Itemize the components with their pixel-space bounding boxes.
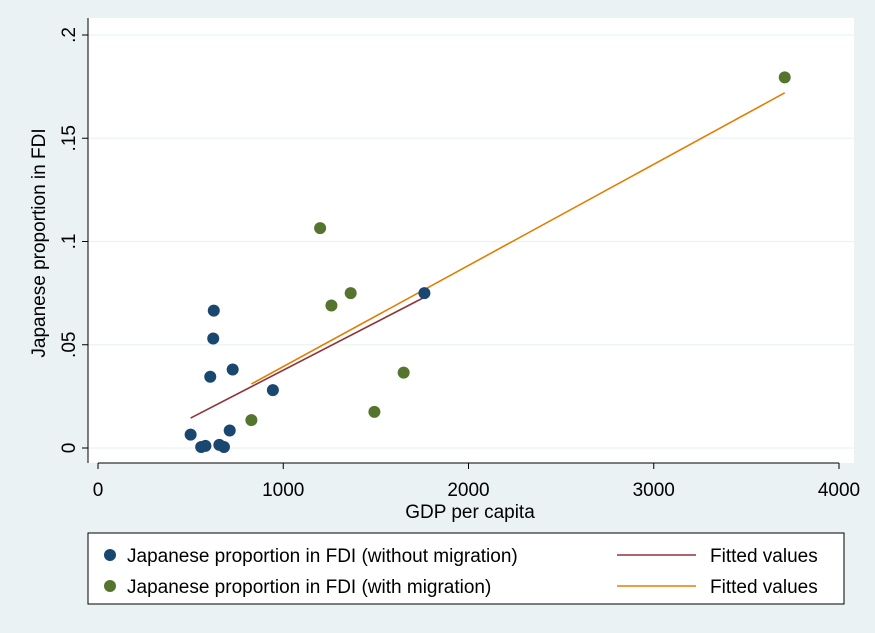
y-tick-label: .2 xyxy=(59,27,80,43)
point-without-migration xyxy=(223,424,236,437)
x-axis-title: GDP per capita xyxy=(405,502,535,523)
fitted-line xyxy=(190,296,425,419)
fitted-line xyxy=(251,92,786,385)
point-without-migration xyxy=(266,384,279,397)
point-with-migration xyxy=(314,222,327,235)
point-with-migration xyxy=(344,287,357,300)
y-tick-label: .05 xyxy=(59,332,80,358)
x-tick-label: 2000 xyxy=(447,480,489,501)
legend-label: Fitted values xyxy=(710,577,818,598)
point-with-migration xyxy=(778,71,791,84)
x-tick-label: 4000 xyxy=(818,480,860,501)
x-tick-label: 1000 xyxy=(262,480,304,501)
fitted-lines xyxy=(190,92,786,419)
x-tick-label: 3000 xyxy=(633,480,675,501)
legend-label: Japanese proportion in FDI (with migrati… xyxy=(127,577,491,598)
point-with-migration xyxy=(397,366,410,379)
legend-label: Fitted values xyxy=(710,546,818,567)
legend-marker xyxy=(104,580,116,592)
legend: Japanese proportion in FDI (without migr… xyxy=(87,532,845,605)
x-tick-label: 0 xyxy=(93,480,104,501)
data-points xyxy=(184,71,791,453)
point-without-migration xyxy=(217,440,230,453)
plot-area xyxy=(88,18,854,463)
y-tick-label: .15 xyxy=(59,125,80,151)
y-tick-label: .1 xyxy=(59,234,80,250)
gridlines xyxy=(88,34,854,449)
legend-box xyxy=(87,532,845,605)
y-tick-label: 0 xyxy=(59,443,80,454)
point-without-migration xyxy=(226,363,239,376)
point-without-migration xyxy=(418,287,431,300)
axes: 0 .05 .1 .15 .2 0 1000 2000 3000 4000 xyxy=(59,18,860,501)
legend-label: Japanese proportion in FDI (without migr… xyxy=(127,546,518,567)
y-axis-title: Japanese proportion in FDI xyxy=(29,128,50,357)
point-without-migration xyxy=(207,304,220,317)
legend-marker xyxy=(104,549,116,561)
point-without-migration xyxy=(207,332,220,345)
point-with-migration xyxy=(368,405,381,418)
point-without-migration xyxy=(204,370,217,383)
point-with-migration xyxy=(325,299,338,312)
point-without-migration xyxy=(184,428,197,441)
point-with-migration xyxy=(245,414,258,427)
point-without-migration xyxy=(199,439,212,452)
